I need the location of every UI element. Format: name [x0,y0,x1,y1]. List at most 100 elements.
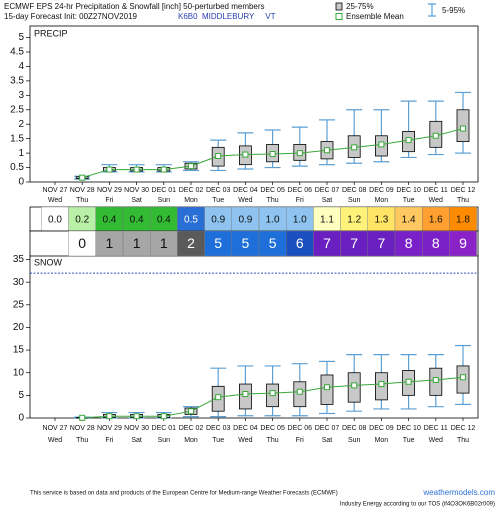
x-tick-label: DEC 09 [369,187,394,194]
weekday-label: Fri [105,197,114,204]
y-tick-label: 2 [18,119,24,130]
y-tick-label: 15 [13,345,25,356]
x-tick-label: DEC 11 [424,425,448,432]
x-tick-label: DEC 02 [179,425,204,432]
weekday-label: Sat [131,197,142,204]
x-tick-label: DEC 06 [288,425,313,432]
table-cell [177,230,205,257]
weekday-label: Sun [348,197,361,204]
init: 15-day Forecast Init: 00Z27NOV2019 [4,12,138,21]
weekday-label: Sat [322,197,333,204]
weekday-label: Mon [375,197,389,204]
x-tick-label: DEC 09 [369,425,394,432]
x-tick-label: DEC 04 [233,425,258,432]
table-cell-label: 0.4 [130,215,144,226]
mean-marker [242,391,249,398]
weekday-label: Wed [48,197,62,204]
legend-mean-icon [335,13,343,20]
legend-whisker-icon [428,3,436,17]
table-cell [177,206,205,232]
table-cell-label: 9 [459,235,467,251]
legend-box-label: 25-75% [346,2,374,11]
mean-marker [296,150,303,157]
x-tick-label: DEC 08 [342,425,367,432]
y-tick-label: 10 [13,367,25,378]
mean-marker [188,163,194,170]
table-cell-label: 8 [405,235,413,251]
weekday-label: Mon [184,437,198,444]
table-cell-label: 1 [106,235,114,251]
mean-marker [79,174,86,181]
weekday-label: Wed [48,437,62,444]
table-cell-label: 7 [323,235,331,251]
table-cell [313,206,341,232]
table-cell-label: 1.6 [429,215,443,226]
mean-marker [351,382,358,389]
weekday-label: Wed [238,197,252,204]
weekday-label: Sat [322,437,333,444]
mean-marker [133,166,140,173]
weekday-label: Tue [403,437,415,444]
x-tick-label: DEC 03 [206,425,231,432]
table-cell [286,230,314,257]
x-tick-label: DEC 01 [152,425,177,432]
x-tick-label: DEC 08 [342,187,367,194]
y-tick-label: 0.5 [10,162,24,173]
x-tick-label: DEC 05 [260,187,285,194]
mean-marker [215,153,222,159]
weekday-label: Thu [267,197,279,204]
table-cell [68,230,96,257]
x-tick-label: DEC 07 [315,187,340,194]
x-tick-label: DEC 06 [288,187,313,194]
mean-marker [133,413,140,420]
weekday-label: Tue [403,197,415,204]
table-cell-label: 1.0 [266,215,280,226]
mean-marker [432,132,439,139]
table-cell [204,230,233,257]
weekday-label: Thu [76,437,88,444]
table-cell [449,230,477,257]
table-cell [204,206,233,232]
table-cell-label: 1.2 [347,215,361,226]
y-tick-label: 30 [13,277,25,288]
y-tick-label: 35 [13,254,25,265]
weekday-label: Thu [267,437,279,444]
weekday-label: Wed [429,437,443,444]
mean-marker [79,414,86,421]
table-cell-label: 7 [350,235,358,251]
weekday-label: Tue [212,197,224,204]
table-cell-label: 5 [269,235,277,251]
panel-label: PRECIP [34,28,68,38]
mean-marker [242,151,249,158]
mean-marker [160,166,167,173]
table-cell [313,230,341,257]
weekday-label: Fri [296,197,305,204]
x-tick-label: NOV 27 [43,425,68,432]
weekday-label: Thu [457,197,469,204]
legend-whisker-label: 5-95% [442,6,465,15]
mean-marker [460,374,466,381]
table-cell-label: 1 [160,235,168,251]
weekday-label: Sun [158,197,171,204]
weekday-label: Sat [131,437,142,444]
table-cell-label: 0 [78,235,86,251]
table-cell-label: 1.8 [456,215,470,226]
mean-marker [324,147,330,154]
x-tick-label: NOV 28 [70,187,95,194]
mean-marker [215,394,222,401]
x-tick-label: DEC 04 [233,187,258,194]
mean-marker [460,125,466,132]
table-cell-label: 5 [214,235,222,251]
table-cell [394,230,423,257]
table-cell [122,206,151,232]
x-tick-label: DEC 03 [206,187,231,194]
table-cell [258,230,287,257]
x-tick-label: DEC 01 [152,187,177,194]
table-cell [340,230,369,257]
x-tick-label: NOV 30 [124,425,149,432]
footer-site: weathermodels.com [422,488,495,497]
mean-marker [405,137,412,144]
table-cell-label: 1 [133,235,141,251]
table-cell-label: 8 [432,235,440,251]
table-cell-label: 0.9 [211,215,225,226]
